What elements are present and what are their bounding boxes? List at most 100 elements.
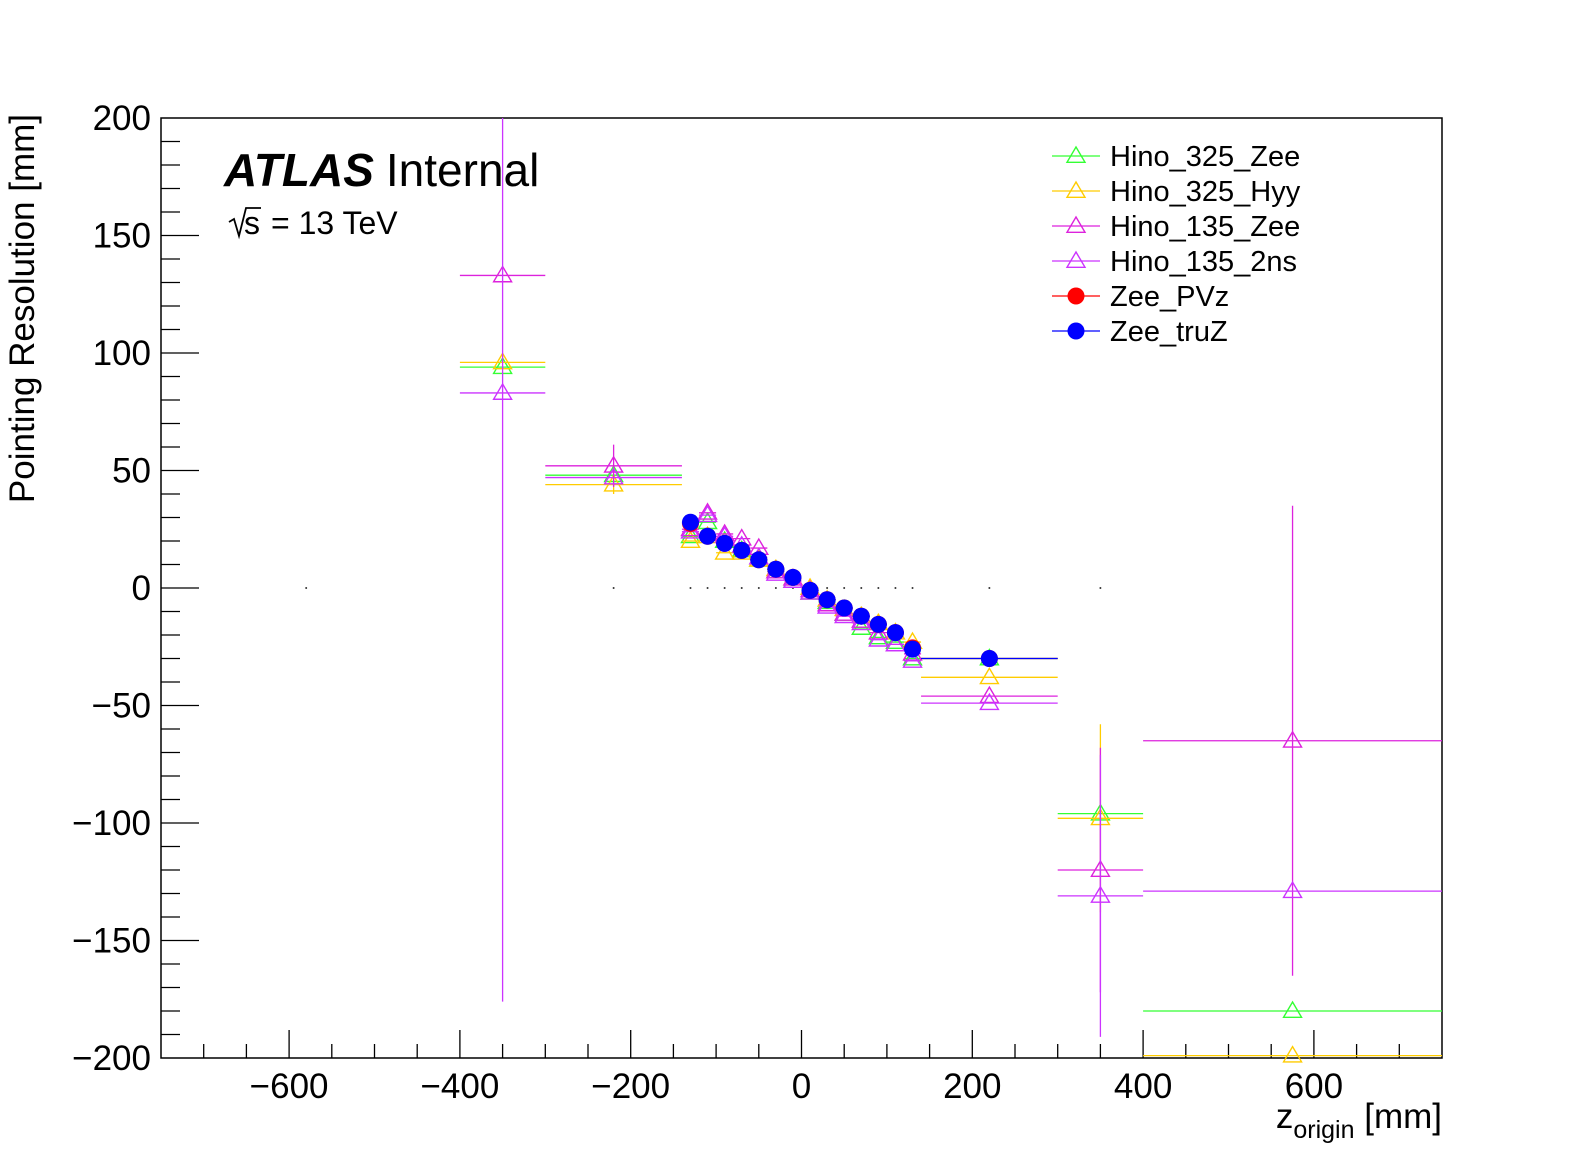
data-point-marker (835, 599, 853, 617)
legend-marker (1065, 145, 1087, 163)
data-point-marker (886, 624, 904, 642)
x-axis-title-main: z (1276, 1097, 1294, 1136)
legend-item-Hino_135_2ns: Hino_135_2ns (1052, 246, 1297, 278)
zero-marker-dot (894, 587, 897, 589)
zero-marker-dot (988, 587, 991, 589)
y-tick-label: −200 (72, 1039, 151, 1078)
y-tick-label: 150 (93, 217, 151, 256)
axis-tick-labels: −600 −400 −200 0 200 400 600 −200 −150 −100 −50 0 50… (72, 99, 1343, 1106)
data-series (459, 118, 1442, 1063)
zero-marker-dot (860, 587, 863, 589)
data-point-marker (868, 629, 889, 647)
zero-marker-dot (612, 587, 615, 589)
data-point-marker (885, 634, 906, 652)
legend-label: Hino_135_2ns (1110, 246, 1297, 278)
energy-symbol: s (244, 205, 260, 241)
zero-marker-dot (774, 587, 777, 589)
zero-marker-dot (723, 587, 726, 589)
legend-label: Zee_PVz (1110, 281, 1229, 313)
zero-markers (305, 587, 1102, 589)
x-tick-label: 600 (1285, 1067, 1343, 1106)
data-point-marker (980, 650, 998, 667)
data-point-marker (902, 648, 923, 666)
x-axis-title: zorigin [mm] (1276, 1097, 1442, 1144)
series-Hino_135_Zee (459, 265, 1442, 993)
legend-label: Hino_135_Zee (1110, 211, 1300, 243)
experiment-label: ATLAS (223, 144, 374, 196)
data-point-marker (697, 502, 718, 520)
data-point-marker (699, 527, 717, 545)
y-tick-label: −50 (92, 687, 151, 726)
x-tick-label: −400 (420, 1067, 499, 1106)
legend-item-Hino_325_Hyy: Hino_325_Hyy (1052, 176, 1301, 208)
status-label: Internal (386, 144, 539, 196)
zero-marker-dot (911, 587, 914, 589)
series-Hino_325_Zee (459, 356, 1442, 1018)
legend-item-Zee_truZ: Zee_truZ (1052, 316, 1228, 348)
data-point-marker (852, 607, 870, 625)
zero-marker-dot (689, 587, 692, 589)
data-point-marker (680, 530, 701, 548)
data-point-marker (714, 542, 735, 560)
data-point-marker (979, 685, 1000, 704)
legend-item-Hino_135_Zee: Hino_135_Zee (1052, 211, 1300, 243)
legend-marker (1067, 322, 1085, 340)
data-point-marker (603, 455, 624, 473)
data-point-marker (904, 640, 922, 658)
x-axis-title-subscript: origin (1293, 1116, 1354, 1144)
x-tick-label: 400 (1114, 1067, 1172, 1106)
y-tick-label: −100 (72, 804, 151, 843)
data-point-marker (979, 692, 1000, 711)
x-tick-label: 0 (792, 1067, 811, 1106)
x-tick-label: −200 (591, 1067, 670, 1106)
sqrt-symbol (228, 207, 261, 240)
data-point-marker (1282, 1000, 1303, 1018)
data-point-marker (902, 650, 923, 668)
data-point-marker (868, 626, 889, 645)
zero-marker-dot (1099, 587, 1102, 589)
y-tick-label: 0 (132, 569, 151, 608)
data-point-marker (697, 504, 718, 523)
legend-label: Zee_truZ (1110, 316, 1228, 348)
data-point-marker (1282, 730, 1303, 748)
legend-item-Zee_PVz: Zee_PVz (1052, 281, 1229, 313)
zero-marker-dot (305, 587, 308, 589)
zero-marker-dot (843, 587, 846, 589)
y-tick-label: −150 (72, 922, 151, 961)
legend-marker (1065, 215, 1087, 233)
data-point-marker (1282, 880, 1303, 899)
x-axis-title-unit: [mm] (1355, 1097, 1442, 1136)
data-point-marker (767, 560, 785, 578)
data-point-marker (750, 551, 768, 569)
series-Hino_325_Hyy (459, 352, 1442, 1063)
y-tick-label: 100 (93, 334, 151, 373)
legend-marker (1065, 180, 1087, 198)
y-axis-title: Pointing Resolution [mm] (3, 114, 42, 503)
data-point-marker (818, 591, 836, 609)
data-point-marker (681, 513, 699, 531)
data-point-marker (869, 615, 887, 633)
y-tick-label: 50 (112, 452, 151, 491)
data-point-marker (603, 467, 624, 485)
energy-value: = 13 TeV (271, 205, 398, 241)
zero-marker-dot (877, 587, 880, 589)
data-point-marker (784, 568, 802, 586)
legend-marker (1065, 250, 1087, 268)
data-point-marker (1282, 1045, 1303, 1063)
zero-marker-dot (757, 587, 760, 589)
data-point-marker (979, 666, 1000, 685)
legend-label: Hino_325_Zee (1110, 141, 1300, 173)
atlas-label: ATLAS Internal (223, 144, 539, 196)
x-tick-label: 200 (943, 1067, 1001, 1106)
zero-marker-dot (826, 587, 829, 589)
legend-item-Hino_325_Zee: Hino_325_Zee (1052, 141, 1300, 173)
zero-marker-dot (740, 587, 743, 589)
legend-marker (1067, 287, 1085, 305)
axis-ticks (161, 140, 1400, 1058)
data-point-marker (716, 534, 734, 552)
legend-label: Hino_325_Hyy (1110, 176, 1301, 208)
series-Zee_truZ (681, 513, 1058, 667)
y-tick-label: 200 (93, 99, 151, 138)
data-point-marker (733, 541, 751, 559)
